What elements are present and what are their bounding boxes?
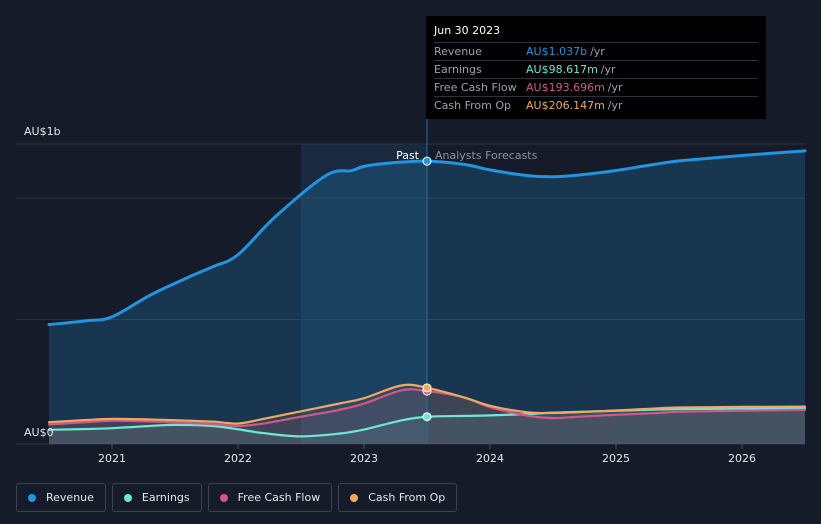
legend-dot-icon bbox=[28, 493, 36, 502]
x-axis-ticks: 2021 2022 2023 2024 2025 2026 bbox=[98, 444, 756, 465]
tooltip-value: AU$98.617m bbox=[526, 63, 598, 76]
legend-dot-icon bbox=[219, 493, 228, 502]
legend-label: Cash From Op bbox=[368, 491, 446, 504]
past-label: Past bbox=[396, 149, 420, 162]
series-lines bbox=[47, 149, 807, 438]
tooltip-label: Revenue bbox=[434, 45, 482, 58]
tooltip-label: Cash From Op bbox=[434, 99, 512, 112]
x-tick-label: 2025 bbox=[602, 452, 630, 465]
tooltip-row-cash-from-op: Cash From Op AU$206.147m /yr bbox=[434, 96, 758, 114]
marker-earnings bbox=[422, 412, 432, 422]
line-free-cash-flow bbox=[47, 388, 807, 428]
legend-item-earnings[interactable]: Earnings bbox=[111, 483, 202, 512]
legend-dot-icon bbox=[123, 493, 132, 502]
tooltip-value: AU$1.037b bbox=[526, 45, 588, 58]
tooltip-unit: /yr bbox=[607, 81, 623, 94]
x-tick-label: 2026 bbox=[728, 452, 756, 465]
line-cash-from-op bbox=[47, 383, 807, 425]
tooltip-row-earnings: Earnings AU$98.617m /yr bbox=[434, 60, 758, 78]
tooltip-row-free-cash-flow: Free Cash Flow AU$193.696m /yr bbox=[434, 78, 758, 96]
legend-item-cash-from-op[interactable]: Cash From Op bbox=[338, 483, 458, 512]
tooltip-date: Jun 30 2023 bbox=[434, 24, 501, 37]
forecast-label: Analysts Forecasts bbox=[435, 149, 538, 162]
legend: Revenue Earnings Free Cash Flow Cash Fro… bbox=[16, 483, 458, 512]
legend-label: Free Cash Flow bbox=[237, 491, 321, 504]
tooltip: Jun 30 2023 Revenue AU$1.037b /yr Earnin… bbox=[426, 16, 766, 119]
x-tick-label: 2022 bbox=[224, 452, 252, 465]
x-tick-label: 2023 bbox=[350, 452, 378, 465]
marker-revenue bbox=[422, 156, 432, 166]
line-revenue bbox=[47, 149, 807, 327]
past-region bbox=[301, 144, 427, 444]
marker-cash-from-op bbox=[422, 383, 432, 393]
tooltip-label: Free Cash Flow bbox=[434, 81, 517, 94]
gridlines bbox=[16, 143, 805, 445]
tooltip-value: AU$193.696m bbox=[526, 81, 605, 94]
present-markers bbox=[422, 156, 432, 422]
legend-label: Earnings bbox=[141, 491, 190, 504]
tooltip-unit: /yr bbox=[600, 63, 616, 76]
legend-label: Revenue bbox=[46, 491, 94, 504]
tooltip-unit: /yr bbox=[607, 99, 623, 112]
legend-item-free-cash-flow[interactable]: Free Cash Flow bbox=[207, 483, 333, 512]
tooltip-label: Earnings bbox=[434, 63, 482, 76]
y-axis-bottom-label: AU$0 bbox=[24, 426, 54, 439]
tooltip-value: AU$206.147m bbox=[526, 99, 605, 112]
y-axis-top-label: AU$1b bbox=[24, 125, 61, 138]
legend-item-revenue[interactable]: Revenue bbox=[16, 483, 106, 512]
tooltip-row-revenue: Revenue AU$1.037b /yr bbox=[434, 42, 758, 60]
tooltip-unit: /yr bbox=[590, 45, 605, 58]
x-tick-label: 2021 bbox=[98, 452, 126, 465]
x-tick-label: 2024 bbox=[476, 452, 504, 465]
legend-dot-icon bbox=[350, 493, 359, 502]
